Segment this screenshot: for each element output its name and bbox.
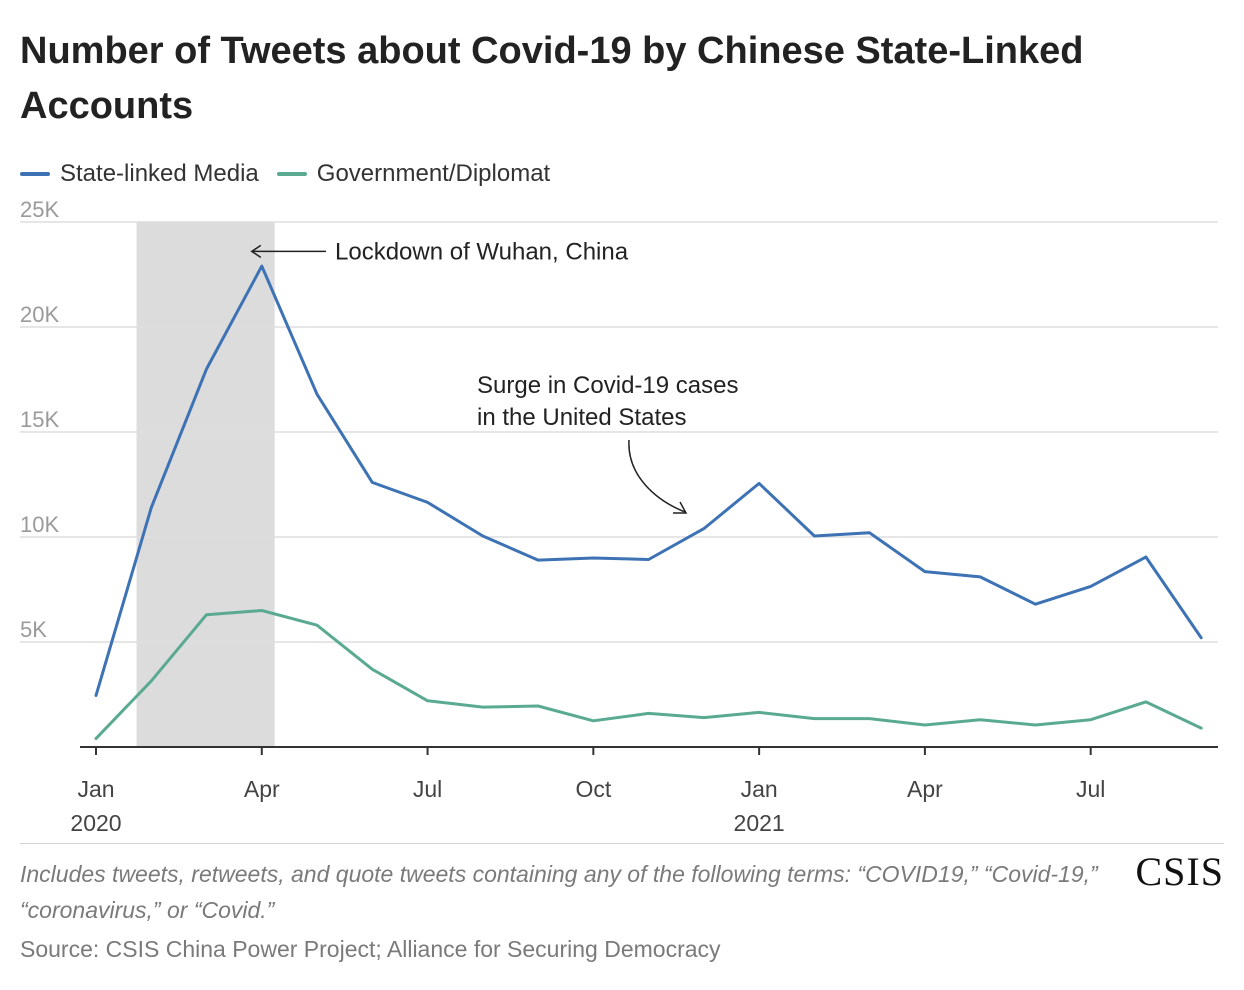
shaded-lockdown-period [136, 222, 275, 747]
legend-swatch-state-media [20, 172, 50, 176]
y-tick-label: 5K [20, 617, 47, 642]
legend-label-state-media: State-linked Media [60, 160, 259, 187]
annotation-text-surge: in the United States [477, 404, 686, 431]
y-tick-label: 10K [20, 512, 59, 537]
legend: State-linked Media Government/Diplomat [20, 160, 568, 188]
y-tick-label: 15K [20, 407, 59, 432]
footer-divider [20, 843, 1224, 844]
x-tick-label: Oct [575, 776, 611, 802]
csis-logo: CSIS [1135, 849, 1224, 894]
series-line-state-media [94, 264, 1203, 697]
x-tick-year-label: 2020 [70, 810, 121, 836]
x-tick-label: Jul [413, 776, 442, 802]
chart-title: Number of Tweets about Covid-19 by Chine… [20, 30, 1084, 127]
line-chart: 5K 10K 15K 20K 25K Jan 2020 Apr Jul Oct Jan 2021 Apr… [20, 197, 1218, 836]
x-tick-label: Jan [77, 776, 114, 802]
legend-item-government: Government/Diplomat [276, 160, 551, 188]
annotation-arrowhead-surge [673, 501, 688, 514]
x-tick-label: Jan [741, 776, 778, 802]
legend-swatch-government [276, 172, 307, 176]
legend-label-government: Government/Diplomat [316, 160, 551, 187]
y-tick-label: 20K [20, 302, 59, 327]
chart-note: Includes tweets, retweets, and quote twe… [20, 861, 1098, 923]
x-tick-label: Jul [1076, 776, 1105, 802]
annotation-text-lockdown: Lockdown of Wuhan, China [335, 238, 629, 265]
annotation-text-surge: Surge in Covid-19 cases [477, 372, 738, 399]
series-line-government [94, 609, 1203, 741]
annotation-arrow-surge [628, 439, 686, 513]
x-tick-label: Apr [907, 776, 943, 802]
x-tick-year-label: 2021 [734, 810, 785, 836]
chart-source: Source: CSIS China Power Project; Allian… [20, 936, 721, 962]
legend-item-state-media: State-linked Media [20, 160, 259, 188]
y-tick-label: 25K [20, 197, 59, 222]
x-tick-label: Apr [244, 776, 280, 802]
annotation-arrowhead-lockdown [250, 244, 262, 259]
